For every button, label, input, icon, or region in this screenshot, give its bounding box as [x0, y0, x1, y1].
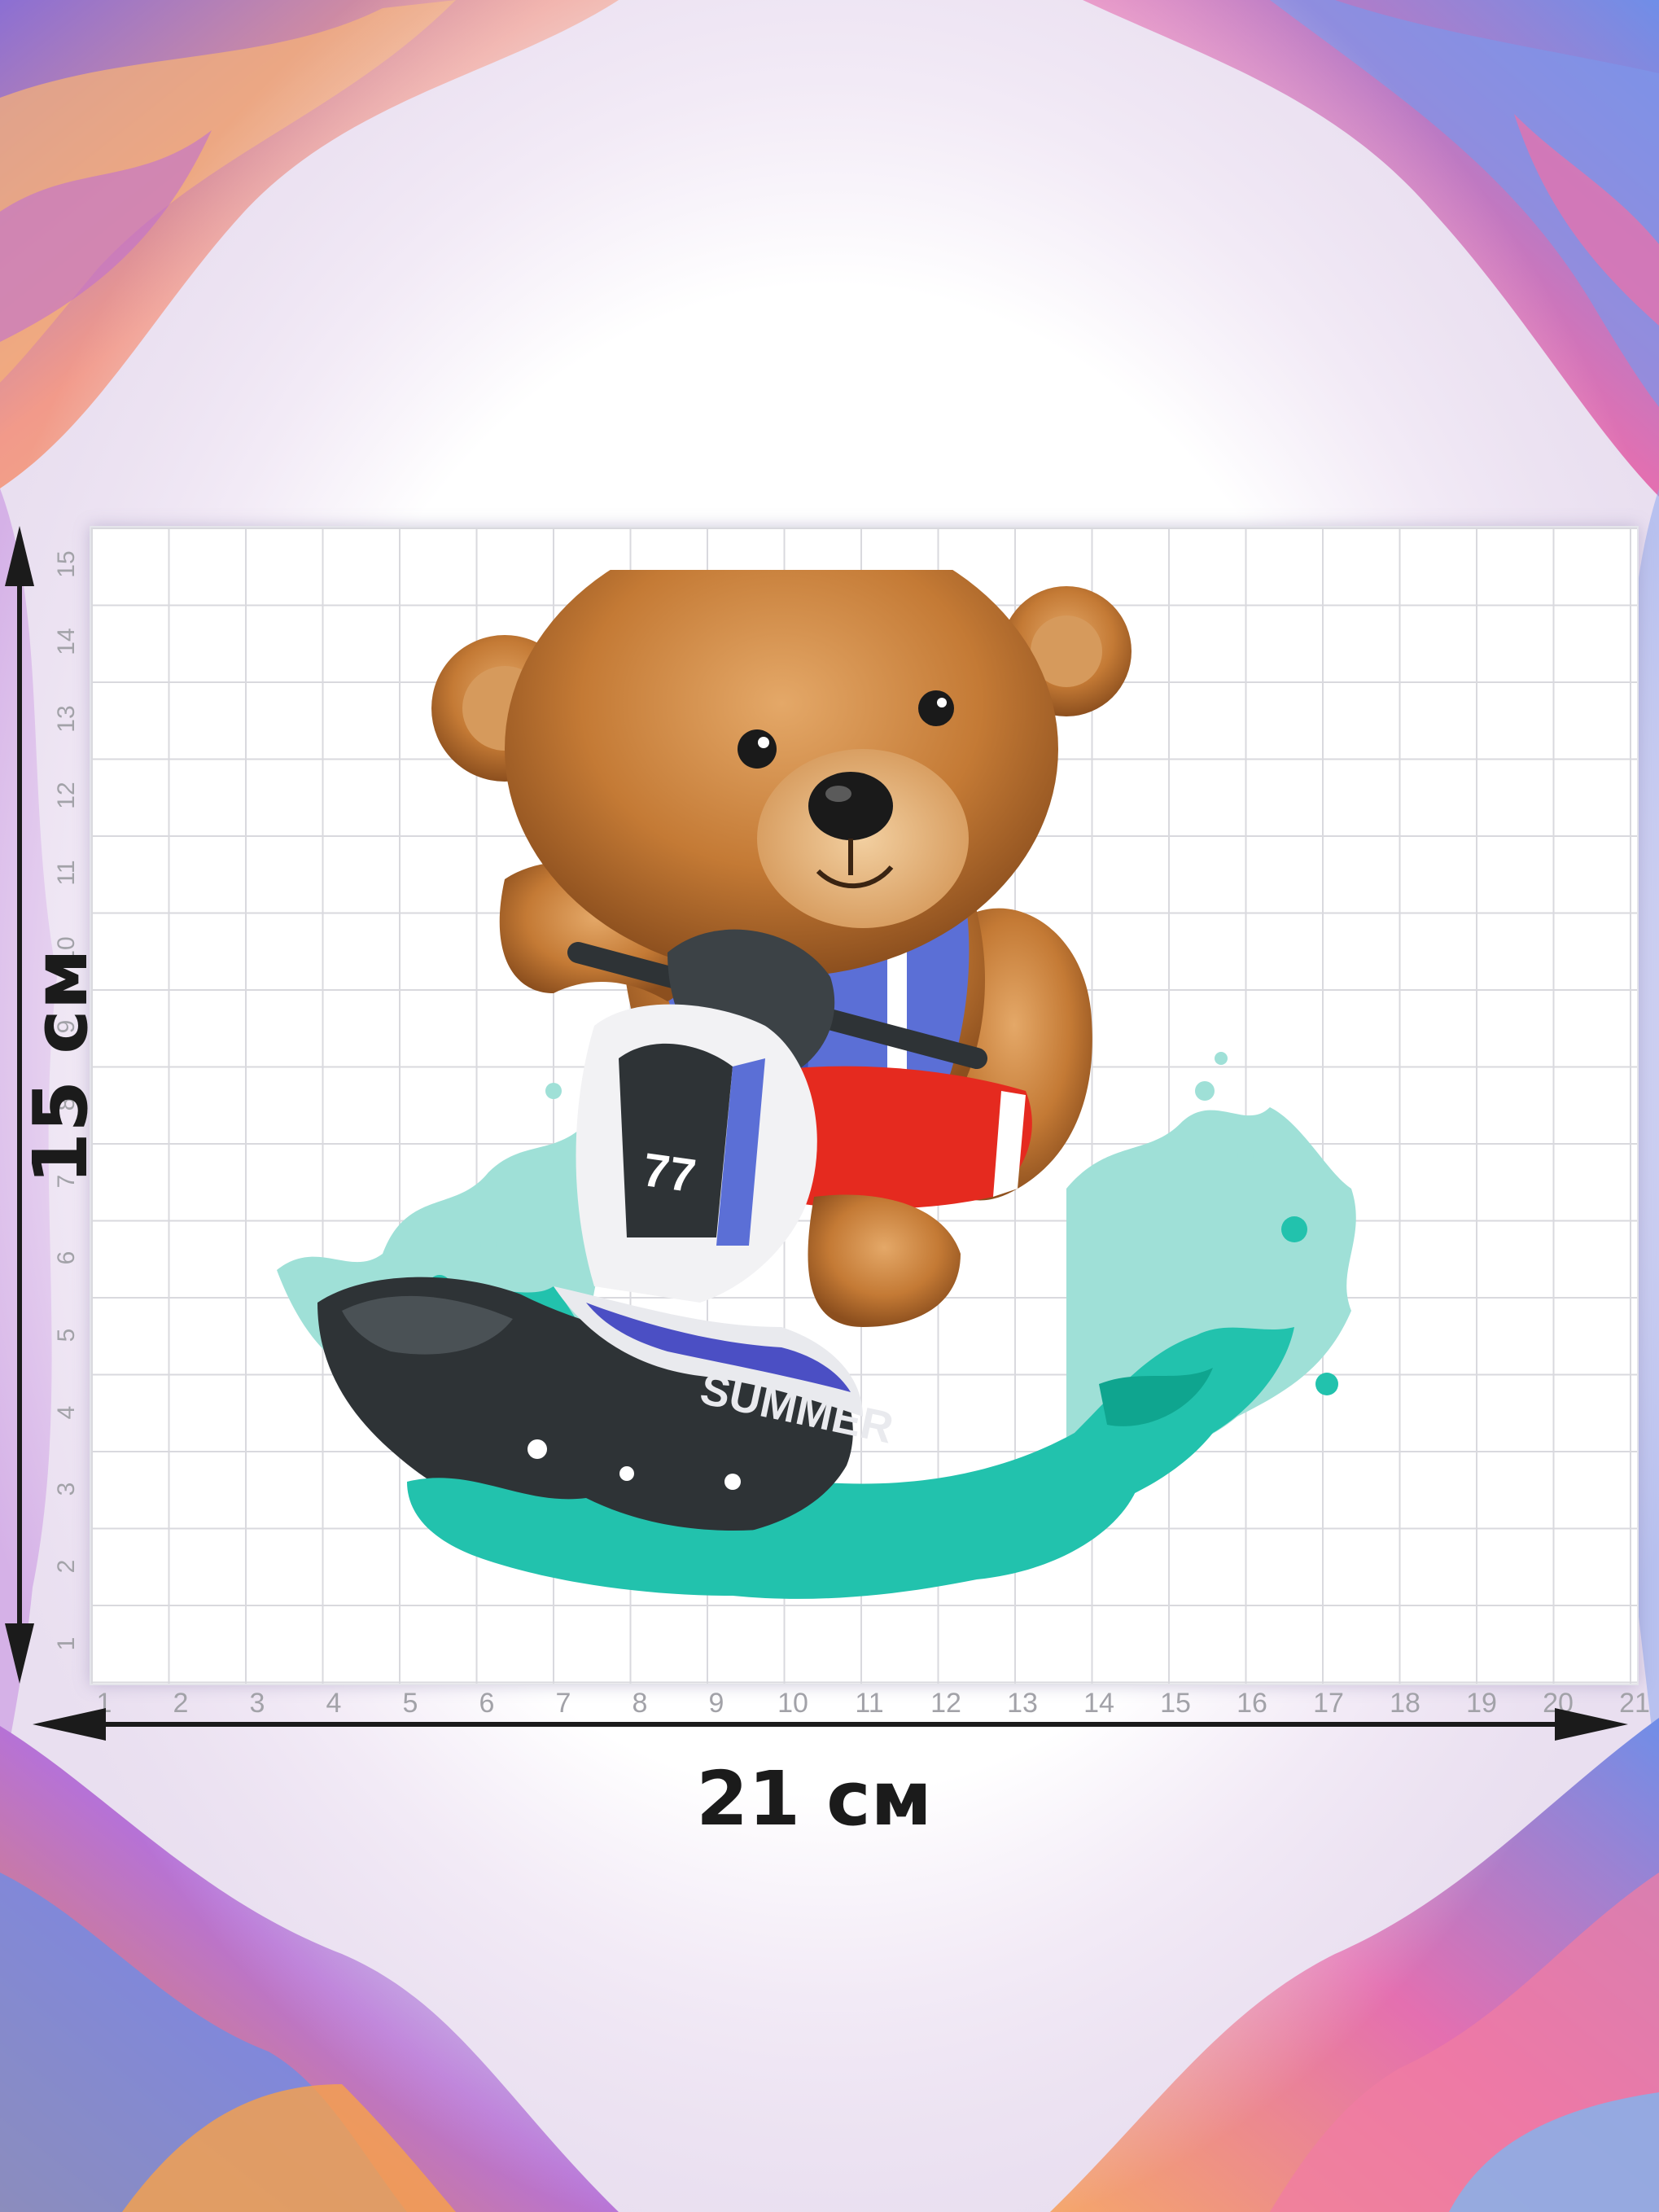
ruler-x-tick: 8: [632, 1688, 648, 1719]
ruler-x-tick: 20: [1543, 1688, 1574, 1719]
ruler-y-tick: 14: [53, 628, 80, 655]
ruler-x-tick: 18: [1390, 1688, 1420, 1719]
jet-ski: 77 SUMMER: [317, 929, 987, 1540]
height-dimension-label: 15 см: [17, 948, 104, 1185]
ruler-x-tick: 10: [777, 1688, 808, 1719]
ruler-x-tick: 13: [1007, 1688, 1038, 1719]
ruler-y-tick: 15: [53, 550, 80, 579]
ruler-x-tick: 6: [479, 1688, 495, 1719]
ruler-x-tick: 5: [402, 1688, 418, 1719]
ruler-y-tick: 6: [53, 1251, 80, 1265]
ruler-y-tick: 3: [53, 1482, 80, 1496]
ruler-x-tick: 12: [930, 1688, 961, 1719]
ruler-x-tick: 1: [96, 1688, 112, 1719]
ruler-y-tick: 5: [53, 1328, 80, 1343]
ruler-y-tick: 13: [53, 704, 80, 733]
ruler-y-tick: 2: [53, 1559, 80, 1574]
width-dimension-label: 21 см: [696, 1755, 932, 1842]
ruler-x-tick: 17: [1313, 1688, 1344, 1719]
ruler-x-tick: 14: [1083, 1688, 1114, 1719]
ruler-x-tick: 21: [1619, 1688, 1650, 1719]
ruler-x-tick: 7: [555, 1688, 571, 1719]
jetski-number-text: 77: [640, 1143, 699, 1202]
ruler-x-tick: 2: [173, 1688, 189, 1719]
ruler-x-tick: 19: [1466, 1688, 1497, 1719]
ruler-x-tick: 9: [708, 1688, 724, 1719]
ruler-x-tick: 3: [249, 1688, 265, 1719]
ruler-y-tick: 1: [53, 1636, 80, 1650]
ruler-y-tick: 12: [53, 782, 80, 810]
ruler-x-tick: 4: [326, 1688, 342, 1719]
ruler-x-tick: 15: [1160, 1688, 1191, 1719]
teddy-bear-jetski-illustration: 77 SUMMER: [277, 570, 1356, 1599]
foreground-splash: [407, 1478, 1140, 1599]
ruler-y-tick: 11: [53, 860, 80, 886]
ruler-x-tick: 16: [1237, 1688, 1267, 1719]
ruler-y-tick: 4: [53, 1405, 80, 1419]
ruler-x-tick: 11: [855, 1688, 884, 1719]
